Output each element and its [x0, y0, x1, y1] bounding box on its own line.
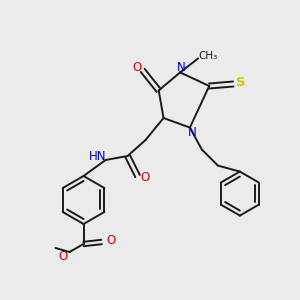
Text: O: O: [132, 61, 141, 74]
Text: CH₃: CH₃: [199, 51, 218, 62]
Text: HN: HN: [89, 151, 106, 164]
Text: N: N: [188, 126, 196, 139]
Text: S: S: [236, 76, 246, 89]
Text: N: N: [177, 61, 185, 74]
Text: O: O: [140, 172, 149, 184]
Text: O: O: [106, 235, 115, 248]
Text: O: O: [58, 250, 67, 263]
